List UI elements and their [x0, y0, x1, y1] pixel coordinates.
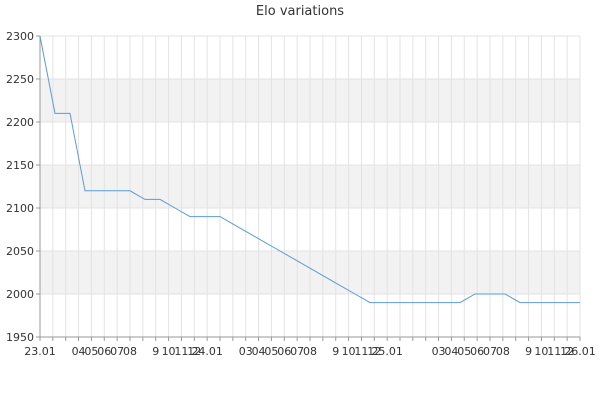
- x-tick-label: 12: [560, 345, 574, 358]
- x-tick-label: 26.01: [564, 345, 596, 358]
- x-tick-label: 11: [174, 345, 188, 358]
- x-tick-label: 04: [444, 345, 458, 358]
- x-tick-label: 10: [162, 345, 176, 358]
- y-tick-labels: 1950 2000 2050 2100 2150 2200 2250 2300: [6, 30, 34, 344]
- x-tick-label: 24.01: [191, 345, 223, 358]
- x-tick-label: 06: [277, 345, 291, 358]
- y-tick-label: 2150: [6, 159, 34, 172]
- y-tick-label: 2250: [6, 73, 34, 86]
- x-tick-label: 03: [239, 345, 253, 358]
- chart-title: Elo variations: [255, 4, 345, 19]
- x-tick-label: 06: [470, 345, 484, 358]
- x-tick-label: 08: [123, 345, 137, 358]
- y-tick-label: 2050: [6, 245, 34, 258]
- x-tick-label: 04: [72, 345, 86, 358]
- x-tick-label: 08: [496, 345, 510, 358]
- x-tick-label: 05: [264, 345, 278, 358]
- x-tick-label: 08: [303, 345, 317, 358]
- x-tick-label: 04: [252, 345, 266, 358]
- x-tick-label: 12: [187, 345, 201, 358]
- x-tick-label: 07: [290, 345, 304, 358]
- x-tick-label: 25.01: [371, 345, 403, 358]
- x-tick-label: 12: [367, 345, 381, 358]
- y-tick-label: 1950: [6, 331, 34, 344]
- x-tick-label: 05: [457, 345, 471, 358]
- x-tick-label: 03: [432, 345, 446, 358]
- x-tick-label: 10: [534, 345, 548, 358]
- y-tick-label: 2000: [6, 288, 34, 301]
- y-tick-label: 2100: [6, 202, 34, 215]
- x-tick-label: 11: [354, 345, 368, 358]
- x-tick-label: 06: [97, 345, 111, 358]
- x-tick-label: 10: [342, 345, 356, 358]
- x-tick-label: 9: [332, 345, 339, 358]
- x-tick-label: 9: [525, 345, 532, 358]
- x-tick-label: 07: [110, 345, 124, 358]
- series-group: [39, 35, 581, 304]
- y-tick-label: 2300: [6, 30, 34, 43]
- x-tick-label: 07: [483, 345, 497, 358]
- y-tick-label: 2200: [6, 116, 34, 129]
- x-tick-label: 05: [84, 345, 98, 358]
- x-tick-label: 23.01: [24, 345, 56, 358]
- axes: [39, 36, 580, 338]
- x-tick-label: 11: [547, 345, 561, 358]
- x-tick-label: 9: [152, 345, 159, 358]
